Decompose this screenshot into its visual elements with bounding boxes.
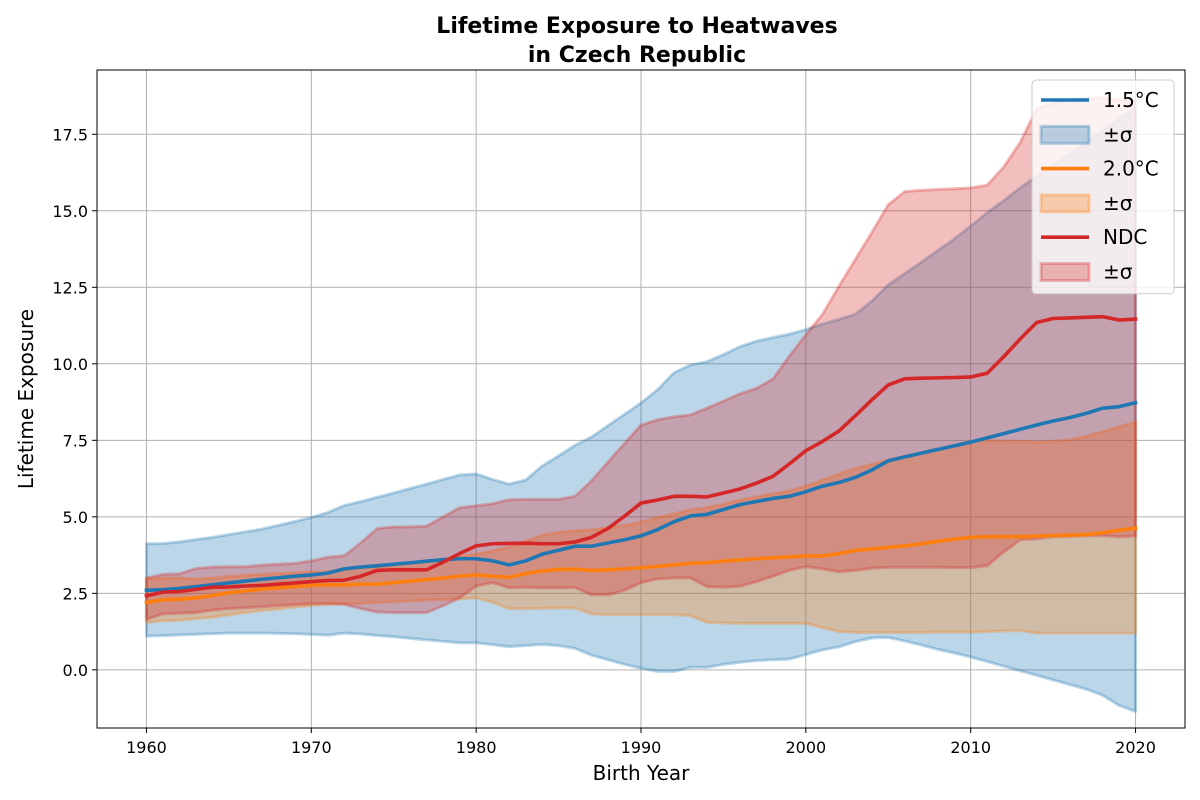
legend-band-swatch xyxy=(1039,262,1091,282)
grid xyxy=(97,70,1185,728)
legend-label: ±σ xyxy=(1103,191,1133,215)
y-tick-label: 7.5 xyxy=(63,431,88,450)
legend-band-swatch xyxy=(1039,193,1091,214)
x-axis-label: Birth Year xyxy=(593,761,690,785)
x-tick-label: 1970 xyxy=(291,738,332,757)
x-axis: 1960 1970 1980 1990 2000 2010 2020 xyxy=(126,728,1156,757)
line-ndc xyxy=(144,314,1138,598)
y-axis-label: Lifetime Exposure xyxy=(14,309,38,489)
y-tick-label: 2.5 xyxy=(63,584,88,603)
line-2-0-c xyxy=(144,526,1138,605)
x-tick-label: 1960 xyxy=(126,738,167,757)
x-tick-label: 1980 xyxy=(456,738,497,757)
uncertainty-bands xyxy=(144,96,1138,713)
legend-label: ±σ xyxy=(1103,260,1133,284)
y-tick-label: 5.0 xyxy=(63,508,88,527)
legend-label: NDC xyxy=(1103,225,1147,249)
chart-title-line-2: in Czech Republic xyxy=(528,43,746,68)
band-ndc xyxy=(144,96,1138,621)
legend: 1.5°C ±σ 2.0°C ±σ NDC ±σ xyxy=(1031,79,1175,295)
legend-label: 2.0°C xyxy=(1103,157,1159,181)
y-tick-label: 17.5 xyxy=(52,125,88,144)
band-2-0-c xyxy=(144,420,1138,635)
legend-band-swatch xyxy=(1039,124,1091,145)
y-tick-label: 10.0 xyxy=(52,355,88,374)
series-lines xyxy=(144,314,1138,605)
line-1-5-c xyxy=(144,400,1138,593)
band-1-5-c xyxy=(144,106,1138,713)
x-tick-label: 2000 xyxy=(785,738,826,757)
y-tick-label: 12.5 xyxy=(52,278,88,297)
chart-title: Lifetime Exposure to Heatwaves in Czech … xyxy=(436,14,837,68)
x-tick-label: 2010 xyxy=(950,738,991,757)
chart-title-line-1: Lifetime Exposure to Heatwaves xyxy=(436,14,837,39)
x-tick-label: 1990 xyxy=(621,738,662,757)
y-tick-label: 15.0 xyxy=(52,202,88,221)
legend-label: 1.5°C xyxy=(1103,88,1159,112)
y-tick-label: 0.0 xyxy=(63,661,88,680)
legend-box xyxy=(1031,79,1175,295)
y-axis: 0.0 2.5 5.0 7.5 10.0 12.5 15.0 17.5 xyxy=(52,125,97,680)
x-tick-label: 2020 xyxy=(1115,738,1156,757)
legend-label: ±σ xyxy=(1103,122,1133,146)
